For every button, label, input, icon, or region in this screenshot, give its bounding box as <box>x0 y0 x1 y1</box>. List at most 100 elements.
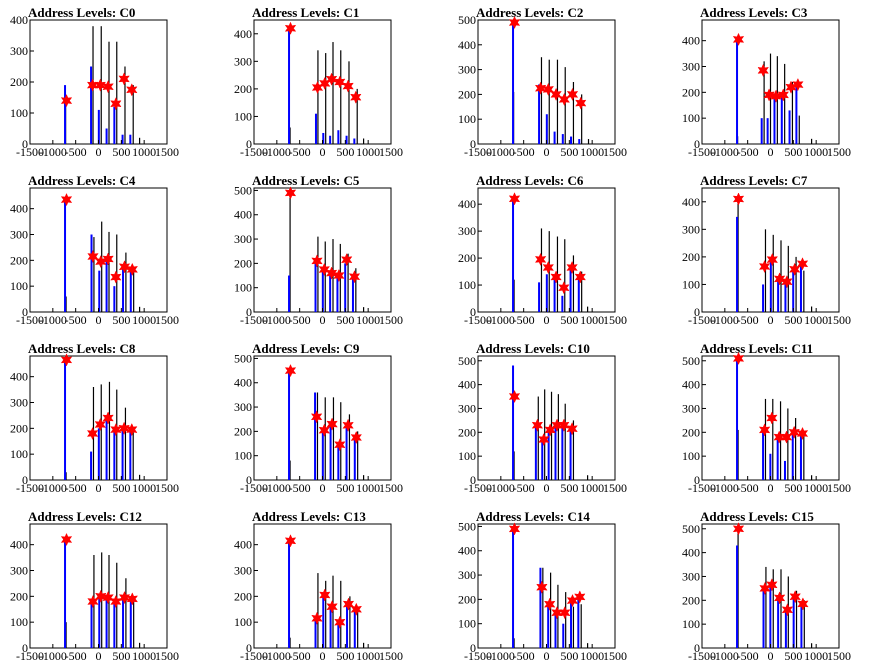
x-tick-label: -1500 <box>464 313 492 327</box>
peak-marker <box>551 418 563 432</box>
peak-marker <box>284 186 297 200</box>
y-tick-label: 300 <box>234 564 252 578</box>
x-tick-label: 0 <box>96 649 102 663</box>
x-tick-label: 1500 <box>827 649 851 663</box>
chart-title: Address Levels: C5 <box>252 173 360 188</box>
x-tick-label: 1000 <box>580 313 604 327</box>
histogram-panel: Address Levels: C7-1500-1000-500 0 500 1000… <box>682 173 851 327</box>
histogram-panel: Address Levels: C12-1500-1000-500 0 500 100… <box>10 509 179 663</box>
x-tick-label: 0 <box>544 313 550 327</box>
x-tick-label: 500 <box>784 649 802 663</box>
peak-marker <box>542 260 555 275</box>
peak-marker <box>284 21 297 35</box>
y-tick-label: 500 <box>234 183 252 197</box>
peak-marker <box>319 588 331 602</box>
histogram-panel: Address Levels: C0-1500-1000-500 0 500 1000… <box>10 5 179 159</box>
y-tick-label: 200 <box>10 421 28 435</box>
y-tick-label: 200 <box>458 87 476 101</box>
x-tick-label: 500 <box>112 481 130 495</box>
peak-marker <box>558 92 571 107</box>
x-tick-label: 500 <box>112 649 130 663</box>
chart-title: Address Levels: C3 <box>700 5 808 20</box>
y-tick-label: 0 <box>246 305 252 319</box>
y-tick-label: 400 <box>10 13 28 27</box>
y-tick-label: 100 <box>234 449 252 463</box>
y-tick-label: 100 <box>682 111 700 125</box>
x-tick-label: 0 <box>768 481 774 495</box>
peak-marker <box>508 192 521 206</box>
x-tick-label: 500 <box>560 145 578 159</box>
y-tick-label: 100 <box>458 112 476 126</box>
histogram-panel: Address Levels: C10-1500-1000-500 0 500 100… <box>458 341 627 495</box>
x-tick-label: -1500 <box>240 649 268 663</box>
peak-marker <box>566 260 578 275</box>
x-tick-label: -500 <box>289 313 311 327</box>
x-tick-label: 500 <box>336 145 354 159</box>
histogram-panel: Address Levels: C14-1500-1000-500 0 500 100… <box>458 509 627 663</box>
peak-marker <box>325 266 338 280</box>
plot-frame <box>477 355 616 481</box>
y-tick-label: 100 <box>682 277 700 291</box>
y-tick-label: 0 <box>694 641 700 655</box>
x-tick-label: -1000 <box>263 145 291 159</box>
x-tick-label: -500 <box>513 145 535 159</box>
x-tick-label: -1000 <box>711 313 739 327</box>
x-tick-label: -1000 <box>263 481 291 495</box>
x-tick-label: 500 <box>784 481 802 495</box>
x-tick-label: 1000 <box>132 145 156 159</box>
x-tick-label: 500 <box>560 313 578 327</box>
y-tick-label: 200 <box>458 592 476 606</box>
x-tick-label: -1000 <box>39 649 67 663</box>
peak-marker <box>781 603 794 617</box>
peak-marker <box>574 590 586 604</box>
y-tick-label: 100 <box>682 449 700 463</box>
peak-marker <box>94 78 107 92</box>
peak-marker <box>766 578 778 592</box>
x-tick-label: -500 <box>65 481 87 495</box>
x-tick-label: 0 <box>320 145 326 159</box>
y-tick-label: 400 <box>458 378 476 392</box>
y-tick-label: 200 <box>458 425 476 439</box>
peak-marker <box>788 425 800 439</box>
y-tick-label: 0 <box>22 305 28 319</box>
x-tick-label: -1000 <box>39 481 67 495</box>
peak-marker <box>334 615 346 629</box>
peak-marker <box>102 590 114 605</box>
y-tick-label: 100 <box>10 615 28 629</box>
peak-marker <box>126 262 139 277</box>
y-tick-label: 400 <box>458 38 476 52</box>
peak-marker <box>566 87 579 102</box>
x-tick-label: 1500 <box>603 649 627 663</box>
y-tick-label: 200 <box>10 75 28 89</box>
x-tick-label: -500 <box>513 649 535 663</box>
y-tick-label: 300 <box>458 63 476 77</box>
peak-marker <box>543 597 556 611</box>
chart-title: Address Levels: C15 <box>700 509 814 524</box>
peak-marker <box>102 80 114 94</box>
peak-marker <box>558 281 570 295</box>
peak-marker <box>732 192 745 206</box>
x-tick-label: -1500 <box>240 481 268 495</box>
x-tick-label: -1500 <box>464 481 492 495</box>
peak-marker <box>118 590 131 605</box>
peak-marker <box>60 93 73 108</box>
peak-marker <box>311 80 324 95</box>
x-tick-label: -1500 <box>16 481 44 495</box>
chart-title: Address Levels: C9 <box>252 341 360 356</box>
y-tick-label: 0 <box>470 641 476 655</box>
y-tick-label: 0 <box>246 641 252 655</box>
y-tick-label: 0 <box>470 137 476 151</box>
x-tick-label: 1500 <box>379 649 403 663</box>
x-tick-label: 1000 <box>580 481 604 495</box>
y-tick-label: 100 <box>10 447 28 461</box>
x-tick-label: 0 <box>768 313 774 327</box>
y-tick-label: 300 <box>682 569 700 583</box>
y-tick-label: 200 <box>10 589 28 603</box>
x-tick-label: 500 <box>784 313 802 327</box>
peak-marker <box>777 88 790 102</box>
y-tick-label: 200 <box>682 593 700 607</box>
y-tick-label: 400 <box>682 195 700 209</box>
peak-marker <box>95 589 107 603</box>
x-tick-label: -1000 <box>711 481 739 495</box>
x-tick-label: 1000 <box>580 145 604 159</box>
